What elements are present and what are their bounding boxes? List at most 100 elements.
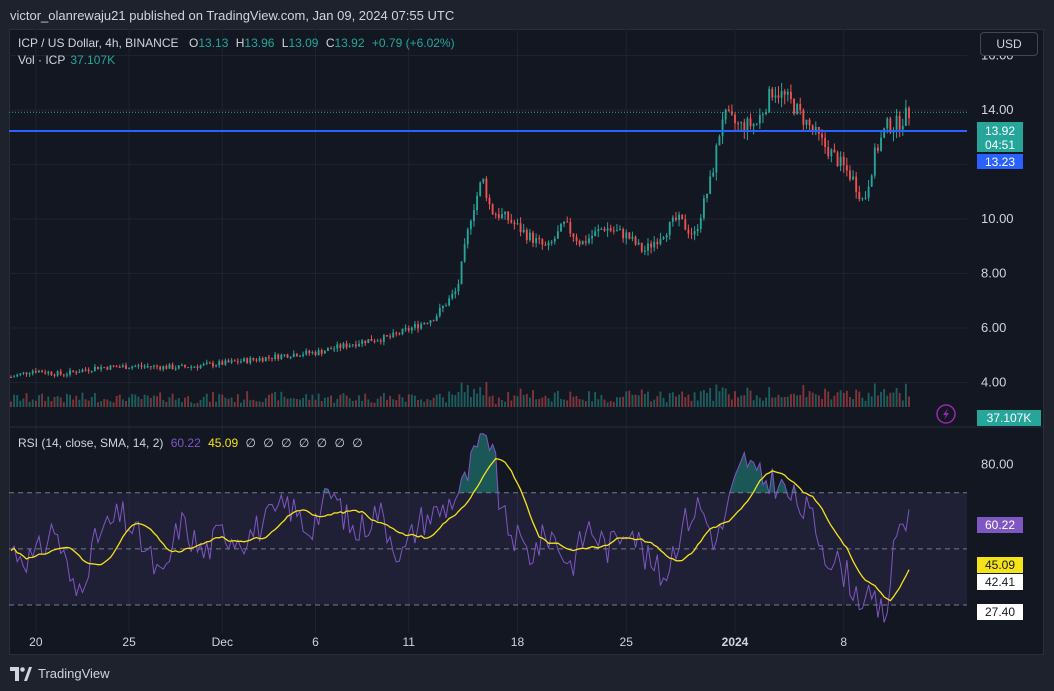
volume-bar	[19, 400, 22, 407]
volume-bar	[441, 397, 444, 407]
volume-bar	[333, 402, 336, 407]
volume-bar	[351, 400, 354, 407]
volume-bar	[671, 392, 674, 407]
volume-bar	[358, 395, 360, 407]
candle-body	[721, 119, 724, 137]
rsi-legend-label: RSI (14, close, SMA, 14, 2)	[18, 436, 163, 450]
candle-body	[75, 371, 78, 373]
volume-bar	[215, 401, 218, 407]
volume-bar	[345, 395, 348, 407]
candle-body	[482, 178, 485, 183]
volume-bar	[749, 390, 752, 407]
candle-body	[789, 91, 792, 100]
candle-body	[196, 366, 199, 368]
volume-bar	[870, 396, 873, 407]
time-axis: 20 25 Dec 6 11 18 25 2024 8	[29, 635, 847, 649]
candle-body	[628, 232, 631, 239]
currency-button[interactable]: USD	[980, 32, 1038, 56]
candle-body	[718, 136, 721, 146]
volume-bar	[389, 395, 392, 407]
candle-body	[50, 371, 53, 375]
candle-body	[563, 221, 566, 224]
candle-body	[656, 241, 659, 245]
volume-bar	[420, 399, 423, 407]
candle-body	[345, 343, 348, 348]
rsi-42-text: 42.41	[985, 575, 1015, 589]
volume-bar	[532, 390, 534, 407]
volume-bar	[261, 401, 264, 407]
volume-bar	[650, 401, 653, 407]
volume-bar	[712, 400, 715, 407]
volume-bar	[168, 397, 171, 407]
candle-body	[56, 371, 59, 376]
candle-body	[249, 358, 252, 363]
volume-bar	[737, 397, 740, 407]
candle-body	[410, 327, 413, 331]
volume-label: 37.107K	[977, 410, 1041, 426]
candle-body	[845, 165, 848, 171]
candle-body	[842, 156, 845, 166]
candle-body	[734, 114, 736, 124]
volume-bar	[100, 401, 103, 407]
price-tick-label: 14.00	[981, 102, 1014, 117]
legend-high-value: 13.96	[244, 36, 274, 50]
candle-body	[575, 237, 578, 241]
volume-bar	[392, 399, 395, 407]
candle-body	[81, 369, 84, 373]
candle-body	[783, 91, 786, 95]
candle-body	[438, 308, 441, 316]
volume-bar	[314, 399, 317, 407]
candle-body	[634, 236, 637, 245]
legend-close-value: 13.92	[335, 36, 365, 50]
volume-bar	[460, 382, 463, 407]
volume-bar	[153, 395, 155, 407]
volume-bar	[336, 398, 339, 407]
candle-body	[466, 229, 469, 245]
lightning-icon[interactable]	[936, 404, 956, 424]
candle-body	[811, 125, 814, 131]
candle-body	[320, 350, 323, 354]
volume-bar	[252, 399, 255, 407]
candle-body	[423, 323, 426, 325]
volume-bar	[861, 397, 864, 407]
candle-body	[22, 372, 25, 374]
volume-bar	[283, 396, 286, 407]
candle-body	[59, 371, 62, 375]
volume-bar	[827, 391, 830, 407]
volume-bar	[830, 399, 833, 407]
volume-bar	[47, 396, 50, 407]
volume-bar	[196, 402, 199, 407]
grid-lines	[9, 29, 1044, 633]
volume-bar	[103, 399, 106, 407]
candle-body	[205, 362, 208, 364]
volume-bar	[678, 394, 680, 407]
volume-bar	[246, 391, 249, 407]
candle-body	[289, 357, 292, 359]
candle-body	[103, 367, 106, 369]
rsi-legend-extra: ∅	[299, 436, 309, 450]
candle-body	[889, 118, 892, 133]
candle-body	[373, 341, 376, 343]
candle-body	[755, 123, 758, 125]
volume-bar	[901, 400, 904, 407]
candle-body	[485, 178, 488, 198]
volume-bar	[721, 387, 724, 407]
candle-body	[221, 361, 224, 365]
volume-bar	[817, 395, 820, 407]
volume-bar	[469, 397, 472, 407]
candle-body	[578, 240, 581, 245]
volume-bar	[693, 392, 696, 407]
last-price-text: 13.92	[985, 124, 1015, 138]
volume-bar	[867, 392, 870, 407]
volume-bar	[258, 401, 261, 407]
volume-bar	[451, 394, 454, 407]
candle-body	[342, 343, 345, 348]
footer-brand: TradingView	[10, 666, 110, 681]
volume-bar	[398, 394, 401, 407]
volume-bar	[824, 388, 827, 407]
volume-bar	[233, 402, 236, 407]
volume-bar	[625, 391, 628, 407]
candle-body	[168, 364, 171, 369]
candle-body	[855, 176, 858, 193]
